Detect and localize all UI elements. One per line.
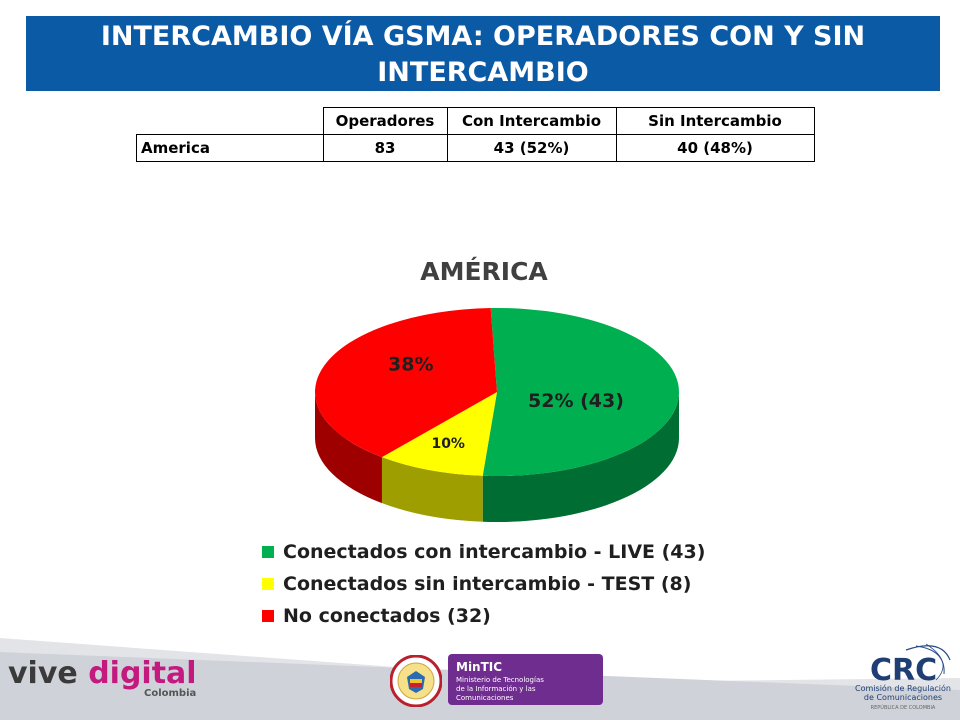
chart-title: AMÉRICA <box>420 257 548 286</box>
pie-label-live: 52% (43) <box>528 390 624 412</box>
digital-word: digital <box>88 656 197 691</box>
crc-letters: CRC <box>870 653 937 688</box>
pie-label-no-conectados: 38% <box>388 354 433 376</box>
table-header-row: Operadores Con Intercambio Sin Intercamb… <box>136 107 815 135</box>
pie-tops <box>314 308 680 476</box>
pie-chart: AMÉRICA 52% (43) 10% 38% <box>314 257 680 522</box>
table-header-sin-intercambio: Sin Intercambio <box>615 107 815 135</box>
legend-swatch-no-conectados <box>262 610 274 622</box>
legend-swatch-test <box>262 578 274 590</box>
crc-line-2: de Comunicaciones <box>863 693 943 702</box>
mintic-line-1: Ministerio de Tecnologías <box>456 676 544 684</box>
legend-item-test: Conectados sin intercambio - TEST (8) <box>262 568 705 600</box>
legend-label-test: Conectados sin intercambio - TEST (8) <box>283 573 692 595</box>
legend-label-no-conectados: No conectados (32) <box>283 605 491 627</box>
vive-digital-wordmark: vive digital <box>8 656 197 691</box>
pie-side-live <box>482 392 679 522</box>
chart-legend: Conectados con intercambio - LIVE (43) C… <box>262 536 705 632</box>
summary-table: Operadores Con Intercambio Sin Intercamb… <box>136 107 815 162</box>
pie-side-test <box>381 457 483 522</box>
crc-country: REPÚBLICA DE COLOMBIA <box>870 705 936 711</box>
table-header-con-intercambio: Con Intercambio <box>446 107 617 135</box>
mintic-line-2: de la Información y las Comunicaciones <box>456 685 536 702</box>
pie-label-test: 10% <box>431 436 465 452</box>
mintic-name: MinTIC <box>456 660 503 674</box>
table-header-empty <box>136 107 324 135</box>
crc-caption: Comisión de Regulación de Comunicaciones… <box>846 684 960 713</box>
pie-labels: 52% (43) 10% 38% <box>388 354 624 453</box>
pie-slice-live <box>482 308 680 476</box>
pie-slice-test <box>381 392 497 476</box>
crc-logo-icon: CRC <box>870 643 951 688</box>
mintic-logo: MinTIC Ministerio de Tecnologías de la In… <box>448 654 603 705</box>
table-cell-region: America <box>136 134 324 162</box>
table-cell-con-intercambio: 43 (52%) <box>446 134 617 162</box>
vive-digital-country: Colombia <box>144 688 197 699</box>
table-cell-sin-intercambio: 40 (48%) <box>615 134 815 162</box>
pie-sides <box>315 392 679 522</box>
legend-label-live: Conectados con intercambio - LIVE (43) <box>283 541 706 563</box>
page-title: INTERCAMBIO VÍA GSMA: OPERADORES CON Y S… <box>26 16 940 91</box>
pie-side-no-conectados <box>315 392 382 504</box>
vive-digital-logo: vive digital Colombia <box>8 656 197 699</box>
legend-item-no-conectados: No conectados (32) <box>262 600 705 632</box>
mintic-subtitle: Ministerio de Tecnologías de la Informaci… <box>456 676 595 703</box>
vive-word: vive <box>8 656 78 691</box>
colombia-seal-icon <box>390 655 442 707</box>
legend-swatch-live <box>262 546 274 558</box>
crc-line-1: Comisión de Regulación <box>855 684 951 693</box>
legend-item-live: Conectados con intercambio - LIVE (43) <box>262 536 705 568</box>
pie-slice-no-conectados <box>314 308 497 458</box>
table-row: America 83 43 (52%) 40 (48%) <box>136 134 815 162</box>
table-cell-operadores: 83 <box>322 134 448 162</box>
